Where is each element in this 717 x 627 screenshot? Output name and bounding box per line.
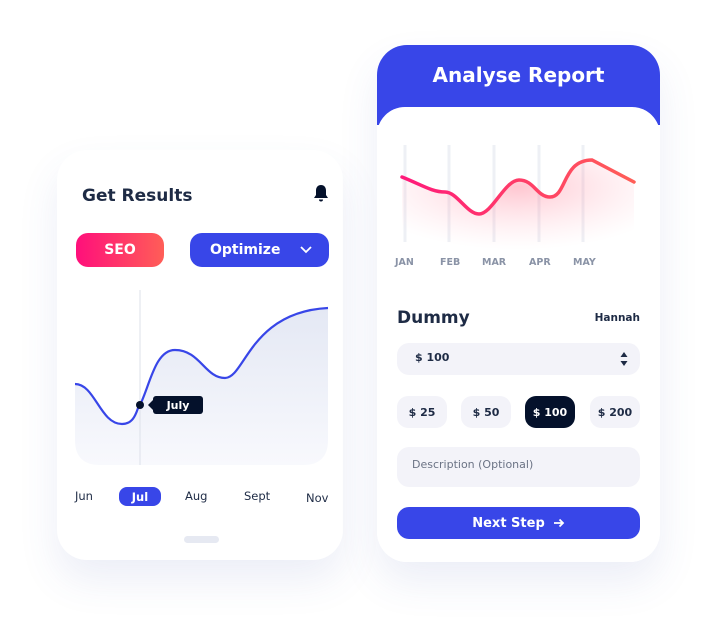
month-label: MAR	[482, 257, 507, 268]
month-nov[interactable]: Nov	[306, 491, 329, 505]
description-input[interactable]: Description (Optional)	[397, 447, 640, 487]
results-chart	[75, 290, 329, 465]
report-line	[400, 158, 636, 216]
user-name: Hannah	[594, 312, 640, 324]
month-sept[interactable]: Sept	[244, 489, 271, 503]
amount-select-value: $ 100	[415, 351, 450, 364]
chart-area	[75, 308, 328, 465]
get-results-card: Get Results SEO Optimize July Jun Jul Au…	[57, 150, 343, 560]
home-indicator	[184, 536, 219, 543]
chevron-down-icon	[300, 246, 312, 254]
report-chart	[400, 145, 636, 250]
month-jul-selected[interactable]: Jul	[119, 487, 161, 506]
seo-button[interactable]: SEO	[76, 233, 164, 267]
dummy-label: Dummy	[397, 308, 470, 328]
month-label: JAN	[395, 257, 414, 268]
month-label: MAY	[573, 257, 596, 268]
chart-line	[75, 306, 329, 426]
amount-option-200[interactable]: $ 200	[590, 396, 640, 428]
tooltip-text: July	[166, 398, 190, 412]
report-area	[402, 160, 634, 250]
next-step-button[interactable]: Next Step	[397, 507, 640, 539]
month-label: APR	[529, 257, 551, 268]
amount-option-100-selected[interactable]: $ 100	[525, 396, 575, 428]
month-jun[interactable]: Jun	[75, 489, 93, 503]
optimize-dropdown[interactable]: Optimize	[190, 233, 329, 267]
bell-icon[interactable]	[313, 184, 329, 202]
month-aug[interactable]: Aug	[185, 489, 208, 503]
next-step-label: Next Step	[472, 515, 545, 531]
amount-select[interactable]: $ 100	[397, 343, 640, 375]
optimize-label: Optimize	[210, 242, 281, 258]
chart-point[interactable]	[136, 401, 144, 409]
chart-tooltip: July	[148, 396, 203, 414]
amount-option-50[interactable]: $ 50	[461, 396, 511, 428]
analyse-report-card: Analyse Report JAN FEB MAR APR MAY Dummy…	[377, 45, 660, 562]
card-title: Get Results	[82, 186, 193, 206]
amount-option-25[interactable]: $ 25	[397, 396, 447, 428]
spinner-arrows-icon	[620, 352, 628, 366]
month-label: FEB	[440, 257, 461, 268]
arrow-right-icon	[553, 518, 565, 528]
report-title: Analyse Report	[432, 63, 605, 87]
